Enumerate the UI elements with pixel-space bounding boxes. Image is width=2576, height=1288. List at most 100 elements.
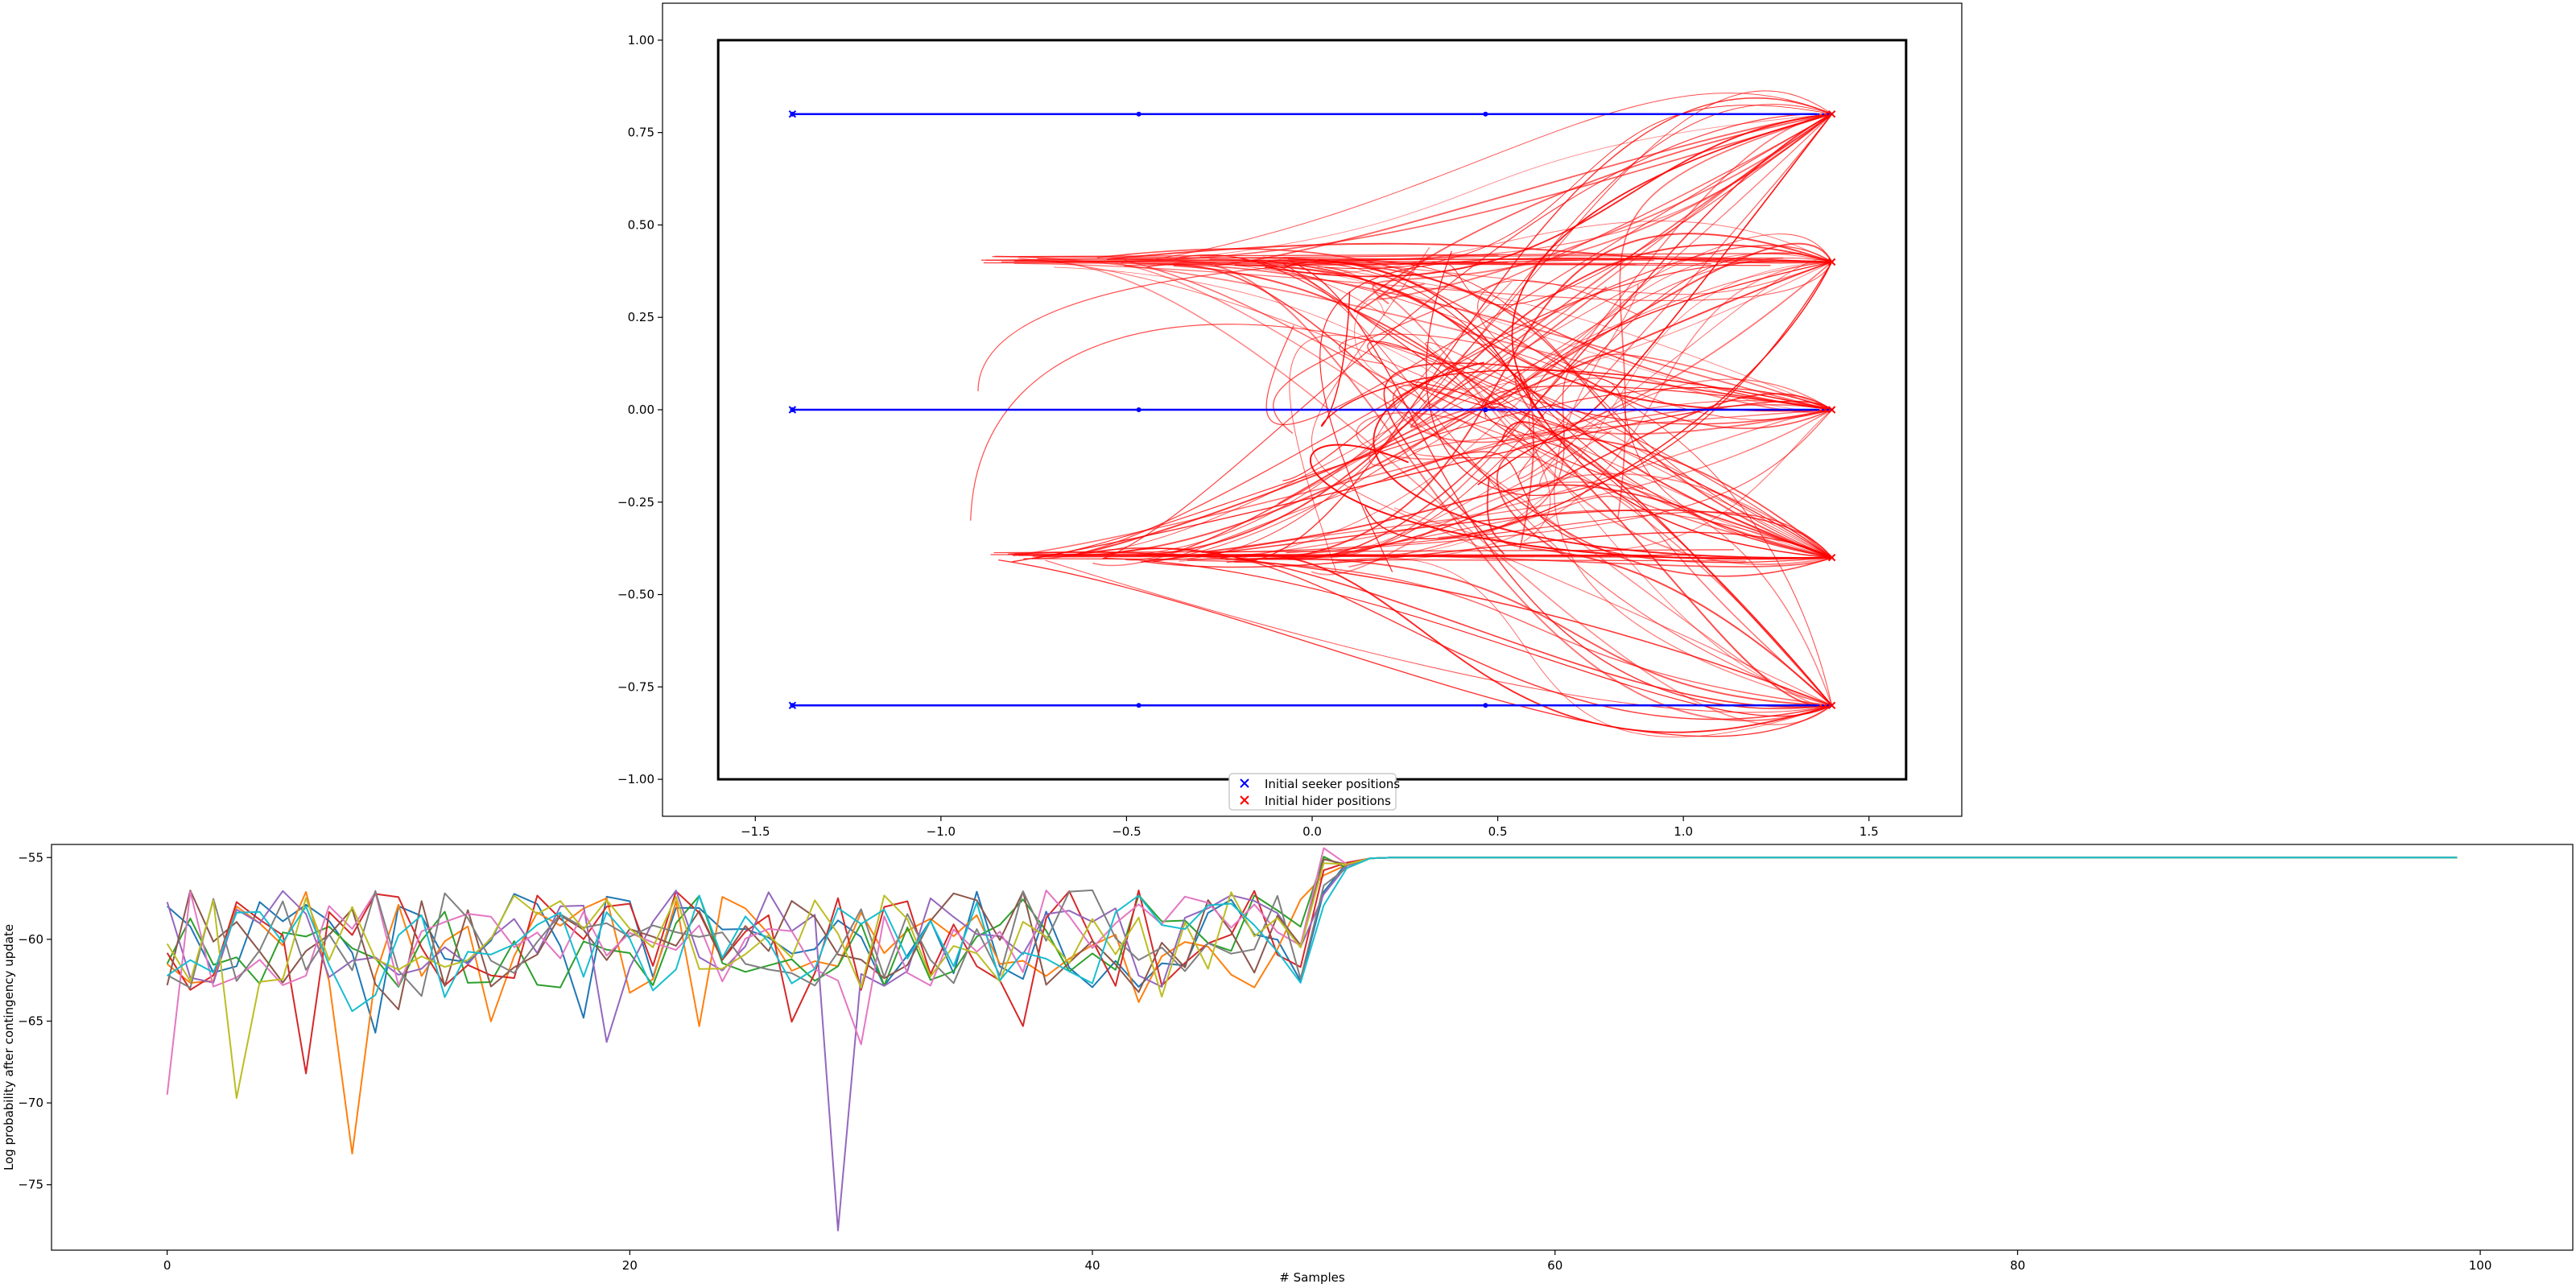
seeker-waypoint (1136, 407, 1141, 412)
log-probability-plot: 0 20 40 60 80 100 −75 −70 −65 −60 −55 # Samples Lo… (2, 844, 2574, 1285)
hider-trajectory (1136, 244, 1832, 557)
y-tick-label: −60 (18, 932, 43, 947)
hider-trajectory (1051, 233, 1832, 555)
hider-trajectory (1140, 509, 1833, 564)
y-tick-label: 0.00 (628, 402, 654, 417)
hider-trajectory (1311, 247, 1832, 706)
hider-trajectory (1156, 93, 1832, 260)
hider-trajectory (1412, 409, 1832, 459)
hider-trajectory (1051, 257, 1784, 262)
hider-trajectory (1233, 97, 1832, 563)
x-tick-label: 1.5 (1860, 824, 1879, 839)
hider-trajectory (1410, 381, 1832, 559)
hider-trajectory (1511, 113, 1832, 419)
seeker-initial-marker (788, 701, 797, 709)
y-tick-label: −70 (18, 1096, 43, 1110)
hider-initial-marker (1827, 258, 1836, 266)
hider-trajectory (1204, 511, 1833, 559)
hider-trajectory (1173, 265, 1832, 708)
hider-trajectory (1045, 559, 1832, 713)
seeker-initial-marker (788, 110, 797, 118)
hider-initial-marker (1827, 553, 1836, 562)
hider-trajectory (1477, 114, 1833, 485)
hider-trajectory (1410, 113, 1833, 428)
hider-trajectory (1287, 233, 1832, 559)
seeker-paths (788, 110, 1832, 709)
seeker-waypoint (1136, 111, 1141, 117)
hider-trajectory (1364, 262, 1833, 539)
y-tick-label: −0.50 (617, 588, 654, 602)
hider-trajectory (1209, 258, 1832, 412)
hider-trajectory (1486, 477, 1833, 707)
hider-trajectory (1262, 221, 1832, 275)
y-tick-label: −75 (18, 1178, 43, 1192)
hider-trajectory (1354, 261, 1832, 390)
x-tick-label: 0.0 (1302, 824, 1322, 839)
legend-frame (1228, 773, 1397, 811)
seeker-waypoint (1483, 703, 1488, 708)
y-axis-label: Log probability after contingency update (2, 924, 16, 1170)
seeker-waypoint (1483, 407, 1488, 412)
hider-trajectory (1018, 555, 1657, 557)
trajectory-plot: −1.5 −1.0 −0.5 0.0 0.5 1.0 1.5 −1.00 −0.75 −0.50 −… (617, 2, 1963, 839)
y-tick-label: −0.75 (617, 679, 654, 694)
hider-trajectory (1368, 114, 1833, 466)
hider-trajectory (1318, 258, 1832, 559)
y-tick-label: −0.25 (617, 495, 654, 510)
hider-trajectory (1018, 258, 1832, 559)
log-probability-axis-ticks: 0 20 40 60 80 100 −75 −70 −65 −60 −55 (18, 850, 2491, 1273)
log-probability-series-line (167, 857, 2458, 997)
hider-trajectory (1372, 113, 1833, 305)
hider-trajectory (970, 324, 1832, 559)
log-probability-series-line (166, 857, 2458, 1232)
hider-trajectory (992, 253, 1802, 258)
hider-trajectory (1481, 385, 1832, 490)
hider-trajectory (1289, 335, 1832, 572)
seeker-waypoint (1483, 111, 1488, 117)
hider-trajectory (1234, 253, 1832, 560)
hider-trajectory (1438, 353, 1832, 539)
hider-trajectory (1517, 114, 1833, 480)
hider-trajectory (1088, 547, 1832, 708)
hider-trajectory (1278, 406, 1832, 505)
hider-trajectory (1283, 257, 1832, 295)
y-tick-label: 0.25 (628, 310, 654, 324)
hider-trajectory (1514, 371, 1832, 559)
hider-trajectory (1353, 113, 1832, 312)
hider-trajectory (1092, 113, 1832, 567)
log-probability-series-line (167, 857, 2458, 1013)
hider-trajectory (1096, 248, 1832, 411)
hider-trajectory (1425, 341, 1832, 559)
hider-trajectory (1146, 263, 1832, 577)
x-axis-label: # Samples (1279, 1270, 1345, 1285)
hider-trajectory (1539, 378, 1832, 488)
hider-trajectory (1392, 261, 1833, 444)
hider-trajectory (1326, 261, 1832, 556)
x-tick-label: 60 (1547, 1258, 1563, 1273)
hider-trajectory (1023, 558, 1746, 562)
hider-trajectory (985, 254, 1499, 261)
hider-trajectory (1393, 409, 1832, 551)
y-tick-label: 0.75 (628, 126, 654, 140)
hider-trajectory (1064, 242, 1833, 556)
log-probability-series (166, 847, 2458, 1232)
hider-trajectory (1108, 258, 1832, 421)
legend-hider-label: Initial hider positions (1265, 794, 1391, 808)
legend-seeker-marker-icon (1240, 778, 1249, 788)
hider-trajectory (1340, 258, 1832, 555)
hider-trajectory (993, 549, 1735, 554)
hider-trajectory (1262, 256, 1832, 411)
hider-trajectory (1018, 256, 1654, 261)
hider-trajectory (1012, 400, 1833, 563)
hider-trajectory (1073, 261, 1832, 556)
y-tick-label: −1.00 (617, 772, 654, 786)
hider-trajectory (1124, 263, 1832, 411)
hider-trajectory (1199, 114, 1832, 258)
hider-trajectory (980, 259, 1644, 266)
hider-trajectory (1234, 264, 1832, 559)
hider-trajectory (1496, 437, 1833, 559)
hider-trajectory (1554, 284, 1832, 706)
hider-trajectory (977, 255, 1832, 392)
x-tick-label: 40 (1084, 1258, 1100, 1273)
hider-trajectory (1143, 531, 1832, 568)
